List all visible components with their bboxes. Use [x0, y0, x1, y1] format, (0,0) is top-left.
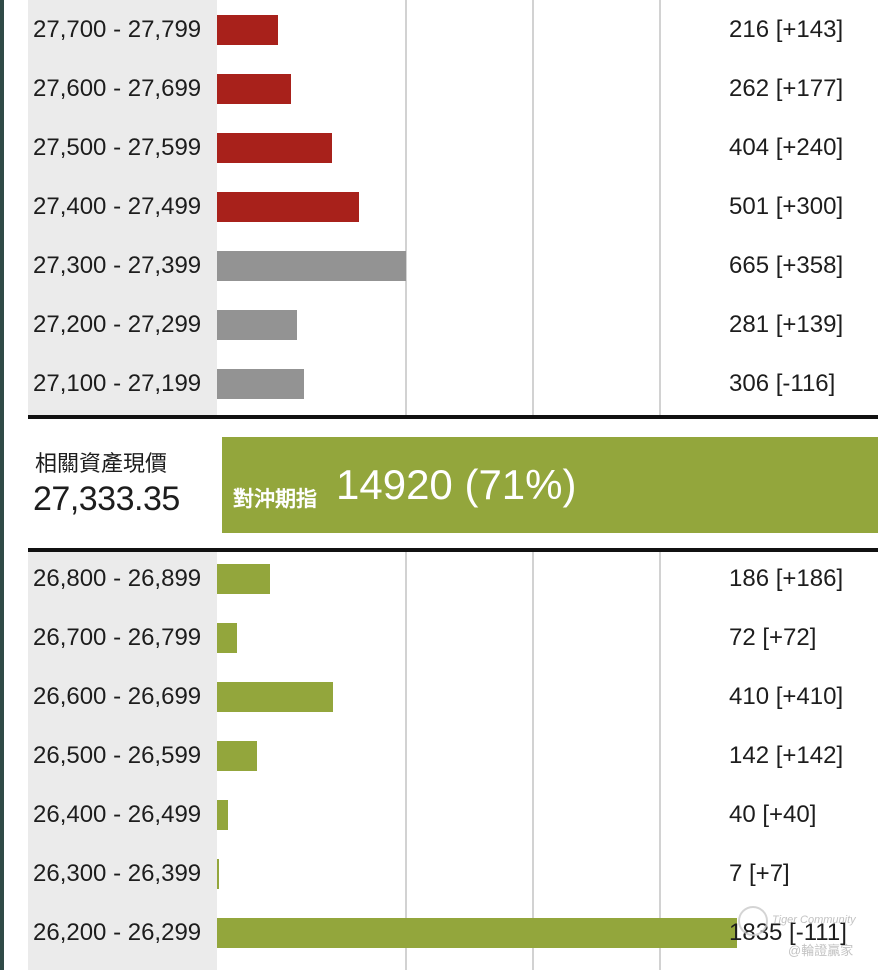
lower-divider — [28, 548, 878, 552]
left-edge-strip — [0, 0, 4, 970]
upper-label-column — [28, 0, 217, 417]
lower-value-label: 40 [+40] — [729, 801, 817, 828]
upper-value-label: 281 [+139] — [729, 311, 844, 338]
upper-value-label: 262 [+177] — [729, 75, 844, 102]
upper-range-label: 27,400 - 27,499 — [33, 193, 202, 220]
upper-bar — [217, 74, 292, 104]
lower-range-label: 26,800 - 26,899 — [33, 565, 202, 592]
lower-bar — [217, 859, 219, 889]
upper-divider — [28, 415, 878, 419]
upper-range-label: 27,600 - 27,699 — [33, 75, 202, 102]
lower-bar — [217, 564, 270, 594]
lower-value-label: 186 [+186] — [729, 565, 844, 592]
upper-bar — [217, 369, 304, 399]
gridline-lower-2 — [532, 552, 534, 970]
lower-bar — [217, 623, 238, 653]
upper-value-label: 501 [+300] — [729, 193, 844, 220]
lower-range-label: 26,300 - 26,399 — [33, 860, 202, 887]
upper-range-label: 27,200 - 27,299 — [33, 311, 202, 338]
lower-bar — [217, 800, 229, 830]
spot-price-title: 相關資產現價 — [35, 451, 168, 476]
gridline-lower-1 — [405, 552, 407, 970]
upper-bar — [217, 310, 297, 340]
upper-value-label: 216 [+143] — [729, 16, 844, 43]
upper-value-label: 404 [+240] — [729, 134, 844, 161]
upper-range-label: 27,100 - 27,199 — [33, 370, 202, 397]
lower-value-label: 72 [+72] — [729, 624, 817, 651]
upper-value-label: 665 [+358] — [729, 252, 844, 279]
upper-bar — [217, 192, 360, 222]
hedge-label: 對沖期指 — [233, 488, 317, 511]
lower-range-label: 26,200 - 26,299 — [33, 919, 202, 946]
tiger-logo-icon — [738, 906, 768, 936]
watermark-community: Tiger Community — [772, 914, 856, 926]
watermark-author: @輪證贏家 — [788, 943, 854, 958]
lower-bar — [217, 918, 738, 948]
spot-price-value: 27,333.35 — [33, 480, 180, 518]
lower-range-label: 26,600 - 26,699 — [33, 683, 202, 710]
lower-value-label: 410 [+410] — [729, 683, 844, 710]
upper-range-label: 27,500 - 27,599 — [33, 134, 202, 161]
lower-label-column — [28, 552, 217, 970]
upper-range-label: 27,700 - 27,799 — [33, 16, 202, 43]
gridline-lower-3 — [659, 552, 661, 970]
gridline-upper-3 — [659, 0, 661, 417]
upper-range-label: 27,300 - 27,399 — [33, 252, 202, 279]
hedge-value: 14920 (71%) — [336, 461, 577, 508]
gridline-upper-2 — [532, 0, 534, 417]
lower-value-label: 142 [+142] — [729, 742, 844, 769]
upper-bar — [217, 133, 332, 163]
upper-value-label: 306 [-116] — [729, 370, 836, 397]
upper-bar — [217, 15, 279, 45]
lower-bar — [217, 741, 258, 771]
gridline-upper-1 — [405, 0, 407, 417]
lower-range-label: 26,500 - 26,599 — [33, 742, 202, 769]
lower-bar — [217, 682, 334, 712]
lower-range-label: 26,700 - 26,799 — [33, 624, 202, 651]
upper-bar — [217, 251, 406, 281]
lower-range-label: 26,400 - 26,499 — [33, 801, 202, 828]
lower-value-label: 7 [+7] — [729, 860, 790, 887]
hedge-panel — [222, 437, 878, 533]
